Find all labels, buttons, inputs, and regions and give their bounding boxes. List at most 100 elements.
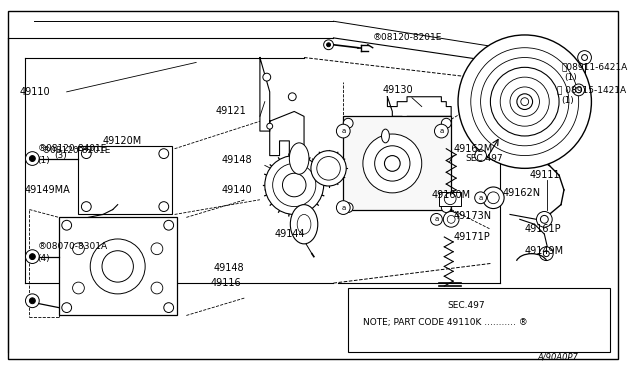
Circle shape bbox=[29, 298, 35, 304]
Text: a: a bbox=[479, 195, 483, 201]
Circle shape bbox=[337, 201, 350, 214]
Circle shape bbox=[447, 215, 455, 223]
Circle shape bbox=[151, 243, 163, 255]
Ellipse shape bbox=[297, 214, 311, 234]
Circle shape bbox=[263, 73, 271, 81]
Circle shape bbox=[72, 282, 84, 294]
Circle shape bbox=[576, 87, 582, 93]
Text: (4): (4) bbox=[37, 254, 50, 263]
Text: 49149M: 49149M bbox=[525, 246, 564, 256]
Circle shape bbox=[444, 212, 459, 227]
Circle shape bbox=[458, 35, 591, 169]
Text: ®08070-8301A: ®08070-8301A bbox=[37, 242, 108, 251]
Circle shape bbox=[72, 243, 84, 255]
Text: a: a bbox=[439, 128, 444, 134]
Text: 49173N: 49173N bbox=[453, 211, 492, 221]
Text: (1): (1) bbox=[37, 156, 50, 165]
Circle shape bbox=[536, 212, 552, 227]
Text: ⓦ 08915-1421A: ⓦ 08915-1421A bbox=[557, 86, 626, 94]
Circle shape bbox=[343, 118, 353, 128]
Text: 49162N: 49162N bbox=[502, 188, 540, 198]
Text: 49162M: 49162M bbox=[453, 144, 492, 154]
Circle shape bbox=[311, 151, 346, 186]
Circle shape bbox=[483, 187, 504, 209]
Circle shape bbox=[500, 77, 549, 126]
Circle shape bbox=[510, 87, 540, 116]
Text: 49140: 49140 bbox=[221, 185, 252, 195]
Circle shape bbox=[471, 48, 579, 155]
Circle shape bbox=[81, 202, 92, 212]
Circle shape bbox=[385, 155, 400, 171]
Text: 49111: 49111 bbox=[530, 170, 560, 180]
Circle shape bbox=[62, 220, 72, 230]
Circle shape bbox=[573, 84, 584, 96]
Circle shape bbox=[582, 55, 588, 61]
Circle shape bbox=[265, 155, 324, 214]
Text: a: a bbox=[435, 217, 438, 222]
Circle shape bbox=[343, 203, 353, 212]
Text: a: a bbox=[341, 128, 346, 134]
Circle shape bbox=[289, 93, 296, 101]
Text: (1): (1) bbox=[561, 96, 574, 105]
Circle shape bbox=[363, 134, 422, 193]
Circle shape bbox=[475, 192, 486, 203]
Text: A/90A0P7: A/90A0P7 bbox=[538, 352, 579, 361]
Text: SEC.497: SEC.497 bbox=[447, 301, 485, 310]
Circle shape bbox=[164, 303, 173, 312]
Circle shape bbox=[26, 294, 39, 308]
Circle shape bbox=[324, 40, 333, 50]
Circle shape bbox=[374, 146, 410, 181]
Text: 49148: 49148 bbox=[214, 263, 244, 273]
Text: 49121: 49121 bbox=[216, 106, 246, 116]
Circle shape bbox=[481, 58, 569, 146]
Circle shape bbox=[273, 163, 316, 206]
Circle shape bbox=[490, 67, 559, 136]
Circle shape bbox=[90, 239, 145, 294]
Text: NOTE; PART CODE 49110K ........... ®: NOTE; PART CODE 49110K ........... ® bbox=[363, 318, 527, 327]
Circle shape bbox=[578, 51, 591, 64]
Circle shape bbox=[326, 43, 330, 47]
Circle shape bbox=[540, 215, 548, 223]
Text: 49148: 49148 bbox=[221, 155, 252, 166]
Circle shape bbox=[29, 155, 35, 161]
Circle shape bbox=[151, 282, 163, 294]
Circle shape bbox=[540, 247, 553, 260]
Text: 49116: 49116 bbox=[211, 278, 241, 288]
Circle shape bbox=[267, 123, 273, 129]
Text: ®08120-8201E: ®08120-8201E bbox=[372, 33, 442, 42]
Text: 49144: 49144 bbox=[275, 229, 305, 239]
Bar bbox=[440, 192, 461, 206]
Ellipse shape bbox=[291, 205, 318, 244]
Circle shape bbox=[337, 124, 350, 138]
Circle shape bbox=[164, 220, 173, 230]
Text: 49130: 49130 bbox=[383, 85, 413, 95]
Circle shape bbox=[102, 251, 133, 282]
Text: 49161P: 49161P bbox=[525, 224, 561, 234]
Text: 49110: 49110 bbox=[20, 87, 51, 97]
Circle shape bbox=[81, 149, 92, 158]
Text: (3): (3) bbox=[54, 151, 67, 160]
Ellipse shape bbox=[381, 129, 389, 143]
Text: 49149MA: 49149MA bbox=[24, 185, 70, 195]
Text: 49120M: 49120M bbox=[103, 136, 142, 146]
Circle shape bbox=[517, 94, 532, 109]
Text: a: a bbox=[341, 205, 346, 211]
Ellipse shape bbox=[289, 143, 309, 174]
Circle shape bbox=[26, 152, 39, 166]
Circle shape bbox=[521, 98, 529, 106]
Circle shape bbox=[488, 192, 499, 203]
Circle shape bbox=[62, 303, 72, 312]
Circle shape bbox=[543, 251, 549, 257]
Circle shape bbox=[442, 118, 451, 128]
Circle shape bbox=[29, 254, 35, 260]
Circle shape bbox=[282, 173, 306, 197]
Bar bbox=[59, 217, 177, 315]
Text: ®08120-8201E: ®08120-8201E bbox=[42, 146, 111, 155]
Text: ⓝ08911-6421A: ⓝ08911-6421A bbox=[561, 63, 627, 72]
Circle shape bbox=[475, 150, 486, 161]
Text: 49171P: 49171P bbox=[453, 232, 490, 242]
Circle shape bbox=[435, 124, 448, 138]
Text: (1): (1) bbox=[564, 73, 577, 81]
Bar bbox=[79, 146, 172, 214]
Circle shape bbox=[159, 149, 169, 158]
